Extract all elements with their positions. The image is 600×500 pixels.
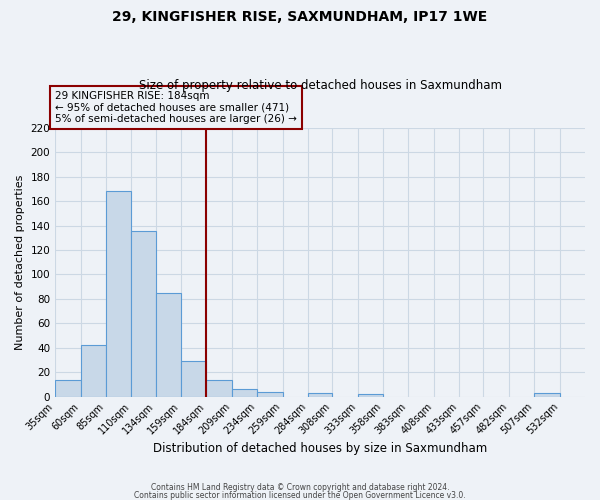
Bar xyxy=(206,380,232,396)
Title: Size of property relative to detached houses in Saxmundham: Size of property relative to detached ho… xyxy=(139,79,502,92)
Text: Contains HM Land Registry data © Crown copyright and database right 2024.: Contains HM Land Registry data © Crown c… xyxy=(151,484,449,492)
X-axis label: Distribution of detached houses by size in Saxmundham: Distribution of detached houses by size … xyxy=(153,442,487,455)
Bar xyxy=(358,394,383,396)
Text: 29, KINGFISHER RISE, SAXMUNDHAM, IP17 1WE: 29, KINGFISHER RISE, SAXMUNDHAM, IP17 1W… xyxy=(112,10,488,24)
Text: Contains public sector information licensed under the Open Government Licence v3: Contains public sector information licen… xyxy=(134,490,466,500)
Bar xyxy=(232,390,257,396)
Bar xyxy=(181,361,206,396)
Bar xyxy=(308,393,332,396)
Bar xyxy=(106,192,131,396)
Bar xyxy=(131,230,155,396)
Bar xyxy=(534,393,560,396)
Text: 29 KINGFISHER RISE: 184sqm
← 95% of detached houses are smaller (471)
5% of semi: 29 KINGFISHER RISE: 184sqm ← 95% of deta… xyxy=(55,91,297,124)
Bar xyxy=(155,293,181,397)
Bar xyxy=(257,392,283,396)
Bar xyxy=(55,380,80,396)
Y-axis label: Number of detached properties: Number of detached properties xyxy=(15,174,25,350)
Bar xyxy=(80,346,106,397)
